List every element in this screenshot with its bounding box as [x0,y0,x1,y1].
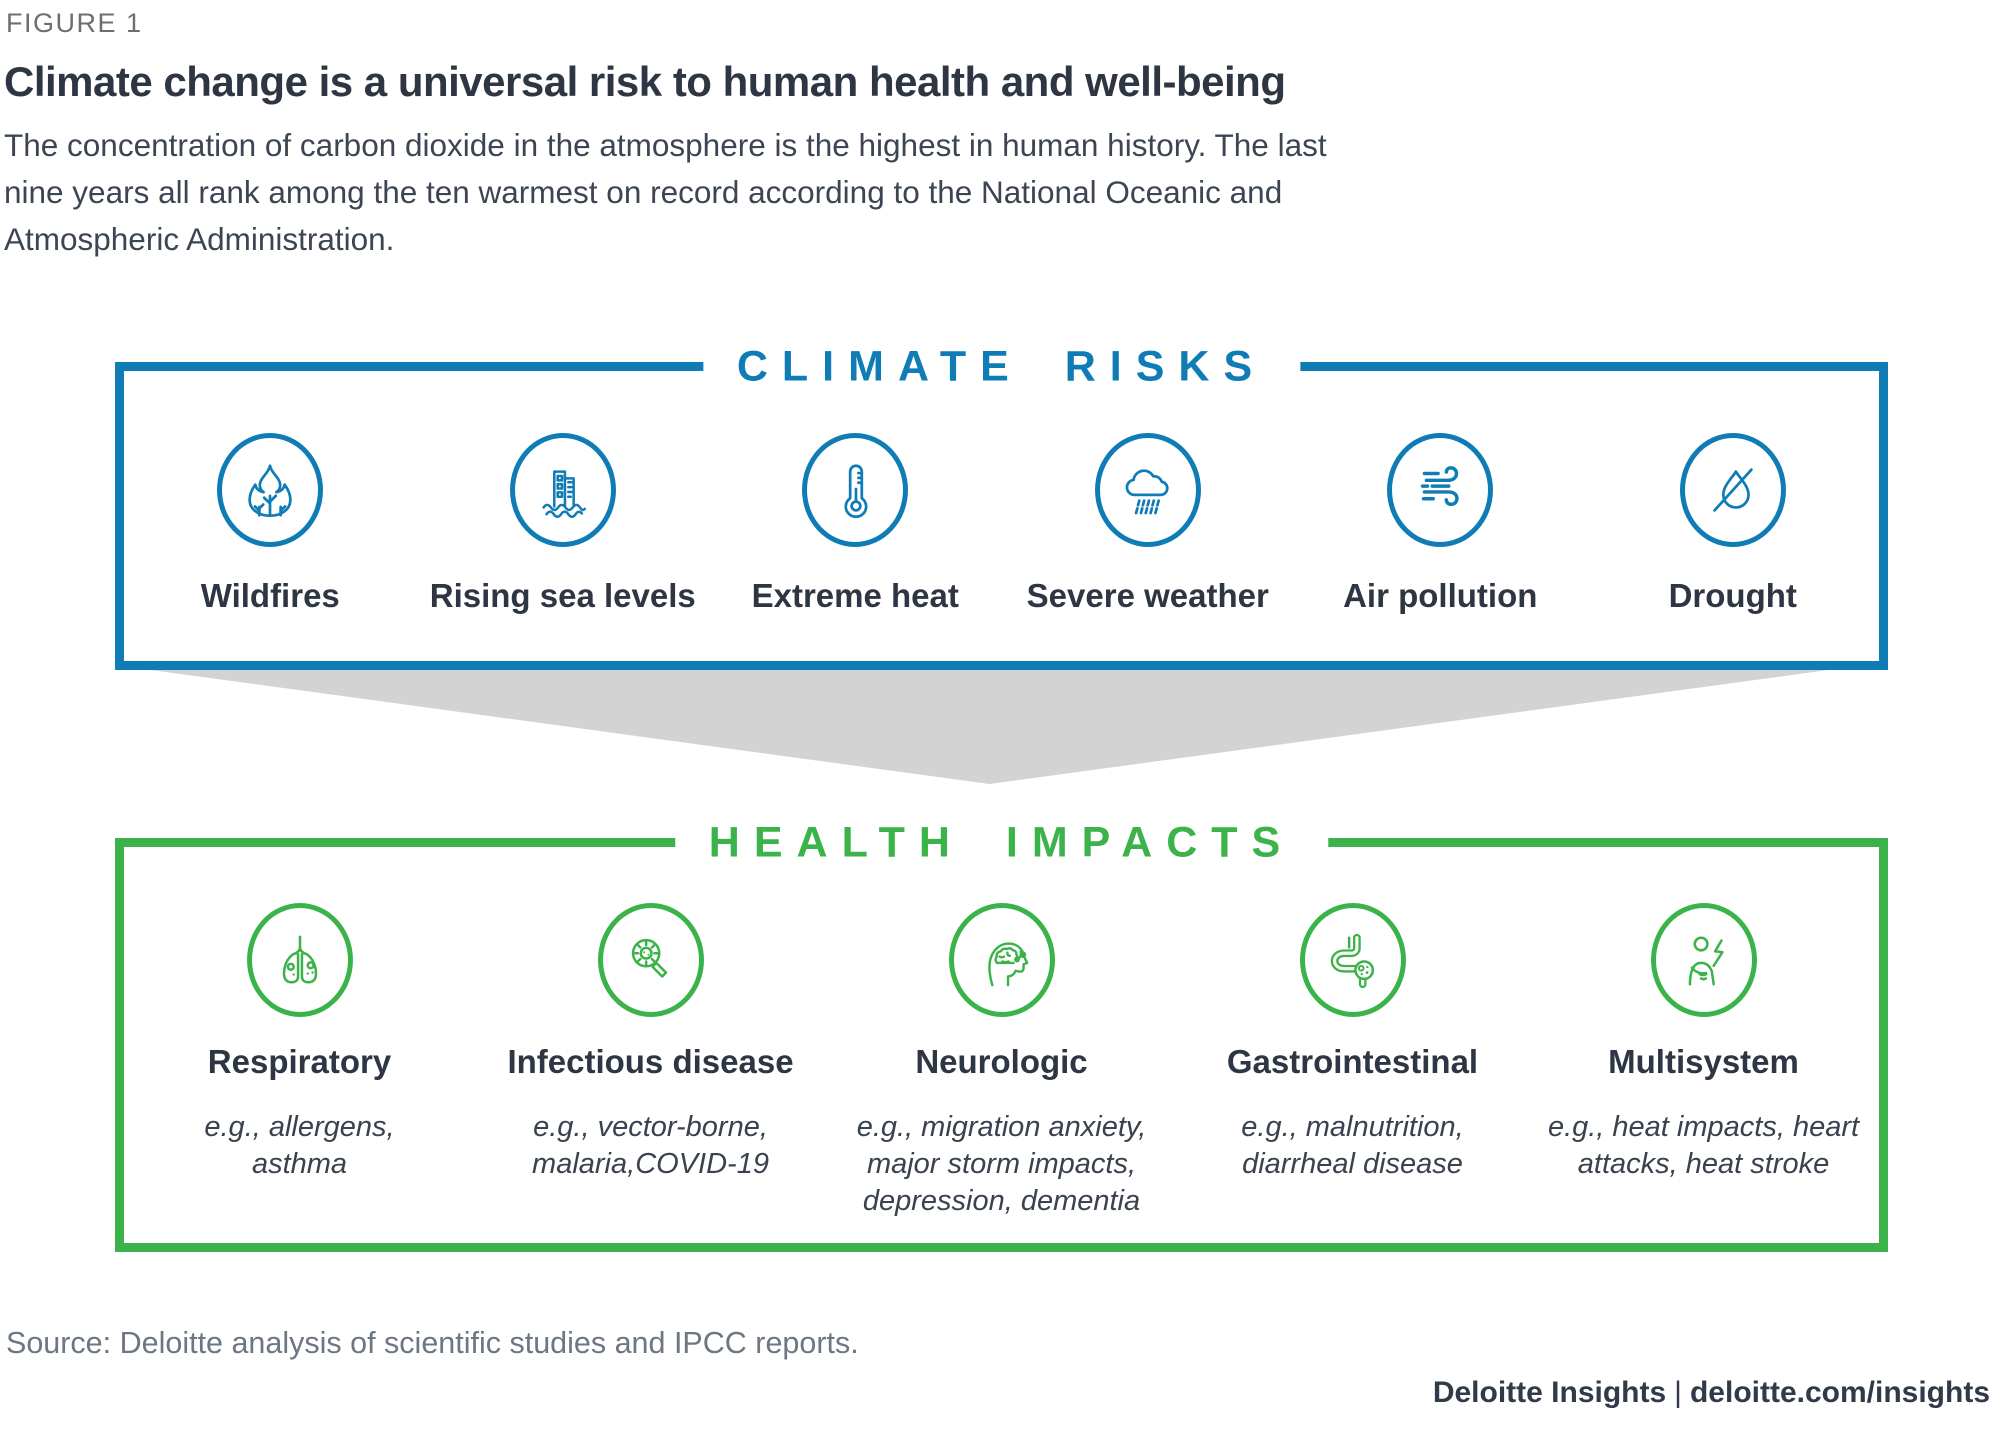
figure-label: FIGURE 1 [6,8,143,38]
climate-risk-label: Rising sea levels [429,577,696,614]
brain-head-icon [948,903,1055,1017]
risks-to-impacts-arrow [136,668,1843,784]
storm-cloud-icon [1094,433,1201,547]
rising-sea-icon [509,433,616,547]
health-impact-item-neurologic: Neurologic e.g., migration anxiety, majo… [826,903,1177,1220]
source-note: Source: Deloitte analysis of scientific … [6,1326,859,1360]
virus-magnifier-icon [597,903,704,1017]
climate-risk-item-drought: Drought [1587,433,1880,615]
health-impact-label: Gastrointestinal [1226,1043,1479,1080]
wildfire-icon [217,433,324,547]
heat-stress-person-icon [1650,903,1757,1017]
footer-brand: Deloitte Insights [1432,1376,1667,1409]
intestine-icon [1299,903,1406,1017]
health-impact-label: Neurologic [915,1043,1088,1080]
health-impact-item-multisystem: Multisystem e.g., heat impacts, heart at… [1528,903,1879,1220]
health-impact-label: Infectious disease [507,1043,794,1080]
health-impact-item-infectious: Infectious disease e.g., vector-borne, m… [475,903,826,1220]
climate-risk-item-extreme-heat: Extreme heat [709,433,1002,615]
health-impact-examples: e.g., vector-borne, malaria,COVID-19 [532,1111,769,1180]
health-impact-item-gastrointestinal: Gastrointestinal e.g., malnutrition, dia… [1177,903,1528,1220]
climate-risk-label: Extreme heat [751,577,959,614]
health-impact-item-respiratory: Respiratory e.g., allergens, asthma [124,903,475,1220]
health-impacts-panel: HEALTH IMPACTS Respiratory e.g., allerge… [115,818,1888,1252]
health-impact-examples: e.g., allergens, asthma [204,1111,395,1180]
dek: The concentration of carbon dioxide in t… [4,122,1327,263]
thermometer-icon [802,433,909,547]
climate-risks-title: CLIMATE RISKS [702,342,1301,392]
health-impact-label: Respiratory [207,1043,392,1080]
climate-risk-label: Severe weather [1026,577,1269,614]
climate-risk-label: Drought [1668,577,1797,614]
dek-line: The concentration of carbon dioxide in t… [4,127,1327,163]
health-impact-examples: e.g., migration anxiety, major storm imp… [856,1111,1147,1217]
footer-separator: | [1674,1376,1682,1409]
lungs-icon [246,903,353,1017]
climate-risk-item-air-pollution: Air pollution [1294,433,1587,615]
dek-line: Atmospheric Administration. [4,221,395,257]
dek-line: nine years all rank among the ten warmes… [4,174,1283,210]
health-impact-examples: e.g., heat impacts, heart attacks, heat … [1547,1111,1860,1180]
footer: Deloitte Insights | deloitte.com/insights [1433,1376,1990,1410]
climate-risk-label: Wildfires [200,577,340,614]
health-impact-label: Multisystem [1608,1043,1799,1080]
wind-icon [1387,433,1494,547]
footer-url[interactable]: deloitte.com/insights [1689,1376,1990,1409]
climate-risk-label: Air pollution [1343,577,1538,614]
health-impact-examples: e.g., malnutrition, diarrheal disease [1241,1111,1464,1180]
no-water-icon [1679,433,1786,547]
climate-risk-item-wildfires: Wildfires [124,433,417,615]
page-title: Climate change is a universal risk to hu… [4,58,1286,105]
climate-risk-item-sea-levels: Rising sea levels [417,433,710,615]
climate-risk-item-severe-weather: Severe weather [1002,433,1295,615]
health-impacts-title: HEALTH IMPACTS [674,818,1329,868]
climate-risks-panel: CLIMATE RISKS Wildfires [115,342,1888,670]
